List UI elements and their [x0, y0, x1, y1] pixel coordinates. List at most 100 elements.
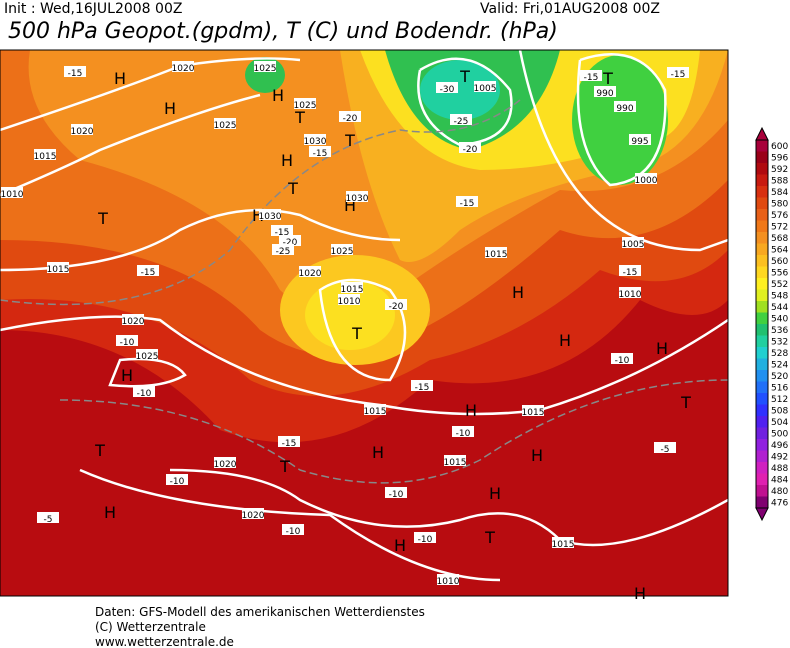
contour-label-bg: [654, 442, 676, 453]
colorbar-tick-label: 492: [771, 452, 788, 462]
contour-label-text: -10: [456, 429, 471, 439]
contour-label-bg: [136, 349, 158, 360]
contour-label-bg: [64, 66, 86, 77]
contour-label-text: 1015: [444, 458, 467, 468]
colorbar-arrow-bottom: [755, 507, 769, 522]
contour-label-text: 1015: [364, 407, 387, 417]
colorbar-tick-label: 528: [771, 349, 788, 359]
colorbar-tick-label: 580: [771, 199, 788, 209]
colorbar-tick-label: 484: [771, 475, 788, 485]
colorbar-tick-label: 552: [771, 280, 788, 290]
contour-label-text: -20: [463, 145, 478, 155]
pressure-center-label-text: H: [372, 443, 384, 462]
pressure-center-label-text: T: [287, 179, 298, 198]
contour-label: -25: [272, 244, 294, 257]
pressure-center-label: T: [344, 131, 355, 150]
colorbar-swatch: [756, 370, 768, 382]
contour-label-bg: [122, 314, 144, 325]
pressure-center-label-text: H: [465, 401, 477, 420]
colorbar-swatch: [756, 358, 768, 370]
colorbar-swatch: [756, 301, 768, 313]
contour-label: -10: [133, 386, 155, 399]
contour-label-text: 1015: [34, 152, 57, 162]
colorbar-tick-label: 600: [771, 142, 788, 152]
contour-label: 1015: [522, 405, 544, 418]
contour-label: 990: [594, 86, 616, 99]
contour-label-bg: [346, 191, 368, 202]
contour-label-bg: [1, 187, 23, 198]
contour-label-bg: [635, 173, 657, 184]
contour-label-text: -15: [415, 383, 430, 393]
contour-label: 1005: [622, 237, 644, 250]
colorbar-tick-label: 532: [771, 337, 788, 347]
colorbar-swatch: [756, 151, 768, 163]
contour-label-bg: [436, 82, 458, 93]
pressure-center-label: H: [656, 339, 668, 358]
colorbar-tick-label: 576: [771, 211, 788, 221]
contour-label: -15: [619, 265, 641, 278]
contour-label-bg: [485, 247, 507, 258]
pressure-center-label: H: [272, 86, 284, 105]
contour-label: -25: [450, 114, 472, 127]
contour-label: -15: [309, 146, 331, 159]
contour-label-bg: [34, 149, 56, 160]
contour-label: 1020: [299, 266, 322, 279]
contour-label: -15: [137, 265, 159, 278]
contour-label: 1005: [474, 81, 497, 94]
pressure-center-label-text: H: [104, 503, 116, 522]
colorbar-tick-label: 548: [771, 291, 788, 301]
contour-label-text: 1005: [474, 84, 497, 94]
contour-label: 1015: [341, 282, 363, 295]
colorbar-tick-label: 568: [771, 234, 788, 244]
contour-label-text: -25: [454, 117, 469, 127]
contour-label-bg: [341, 282, 363, 293]
contour-label-bg: [304, 134, 326, 145]
contour-label-text: -30: [440, 85, 455, 95]
colorbar-tick-label: 512: [771, 395, 788, 405]
pressure-center-label: T: [459, 67, 470, 86]
colorbar-swatch: [756, 232, 768, 244]
pressure-center-label: H: [164, 99, 176, 118]
colorbar-tick-label: 476: [771, 498, 788, 508]
contour-label-bg: [331, 244, 353, 255]
colorbar-tick-label: 508: [771, 406, 788, 416]
contour-label-bg: [411, 380, 433, 391]
contour-label-text: -15: [282, 439, 297, 449]
pressure-center-label: H: [394, 536, 406, 555]
contour-label: -15: [64, 66, 86, 79]
pressure-center-label-text: H: [634, 584, 646, 603]
contour-label-bg: [437, 574, 459, 585]
contour-label-text: -15: [584, 73, 599, 83]
colorbar-tick-label: 584: [771, 188, 788, 198]
colorbar-swatch: [756, 174, 768, 186]
contour-label: -15: [667, 67, 689, 80]
contour-label: -15: [271, 225, 293, 238]
contour-label-text: 1000: [635, 176, 658, 186]
pressure-center-label-text: H: [114, 69, 126, 88]
colorbar-tick-label: 560: [771, 257, 788, 267]
pressure-center-label: H: [465, 401, 477, 420]
pressure-center-label-text: T: [459, 67, 470, 86]
colorbar-swatch: [756, 485, 768, 497]
contour-label: -15: [411, 380, 433, 393]
contour-label-text: 1020: [299, 269, 322, 279]
contour-label-text: -5: [44, 515, 53, 525]
contour-label-text: 1020: [71, 127, 94, 137]
contour-label-bg: [242, 508, 264, 519]
contour-label-text: -10: [137, 389, 152, 399]
pressure-center-label: H: [531, 446, 543, 465]
contour-label: -10: [452, 426, 474, 439]
contour-label-bg: [452, 426, 474, 437]
colorbar-tick-label: 480: [771, 487, 788, 497]
map-title: 500 hPa Geopot.(gpdm), T (C) und Bodendr…: [8, 19, 558, 44]
contour-label-text: 995: [631, 137, 648, 147]
contour-label-bg: [339, 111, 361, 122]
colorbar-swatch: [756, 255, 768, 267]
pressure-center-label-text: H: [531, 446, 543, 465]
contour-label: 1020: [242, 508, 265, 521]
contour-label: -10: [385, 487, 407, 500]
contour-label-bg: [667, 67, 689, 78]
contour-label-bg: [278, 436, 300, 447]
colorbar-swatch: [756, 197, 768, 209]
contour-label-bg: [364, 404, 386, 415]
